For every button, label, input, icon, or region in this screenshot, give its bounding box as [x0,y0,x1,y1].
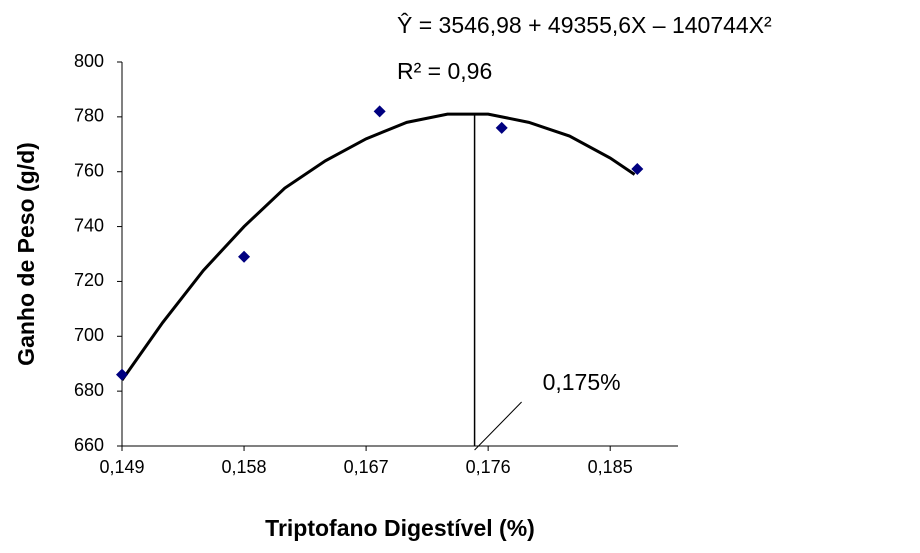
y-tick-label: 800 [74,51,104,71]
y-tick-label: 760 [74,160,104,180]
y-axis-title: Ganho de Peso (g/d) [13,142,39,366]
data-point [631,162,644,175]
x-tick-label: 0,158 [222,457,267,477]
y-tick-label: 720 [74,270,104,290]
equation: Ŷ = 3546,98 + 49355,6X – 140744X² [397,12,772,38]
data-point [373,105,386,118]
x-axis-title: Triptofano Digestível (%) [265,515,535,541]
x-tick-label: 0,167 [344,457,389,477]
y-tick-label: 700 [74,325,104,345]
x-tick-label: 0,185 [588,457,633,477]
data-point [238,250,251,263]
optimum-label: 0,175% [543,369,621,395]
data-point [116,368,128,381]
y-tick-label: 680 [74,380,104,400]
r-squared: R² = 0,96 [397,58,492,84]
callout-line [474,401,522,451]
y-tick-label: 660 [74,435,104,455]
data-point [495,121,508,134]
y-tick-label: 740 [74,215,104,235]
fit-curve [120,112,636,382]
x-tick-label: 0,149 [99,457,144,477]
y-tick-label: 780 [74,106,104,126]
x-tick-label: 0,176 [466,457,511,477]
